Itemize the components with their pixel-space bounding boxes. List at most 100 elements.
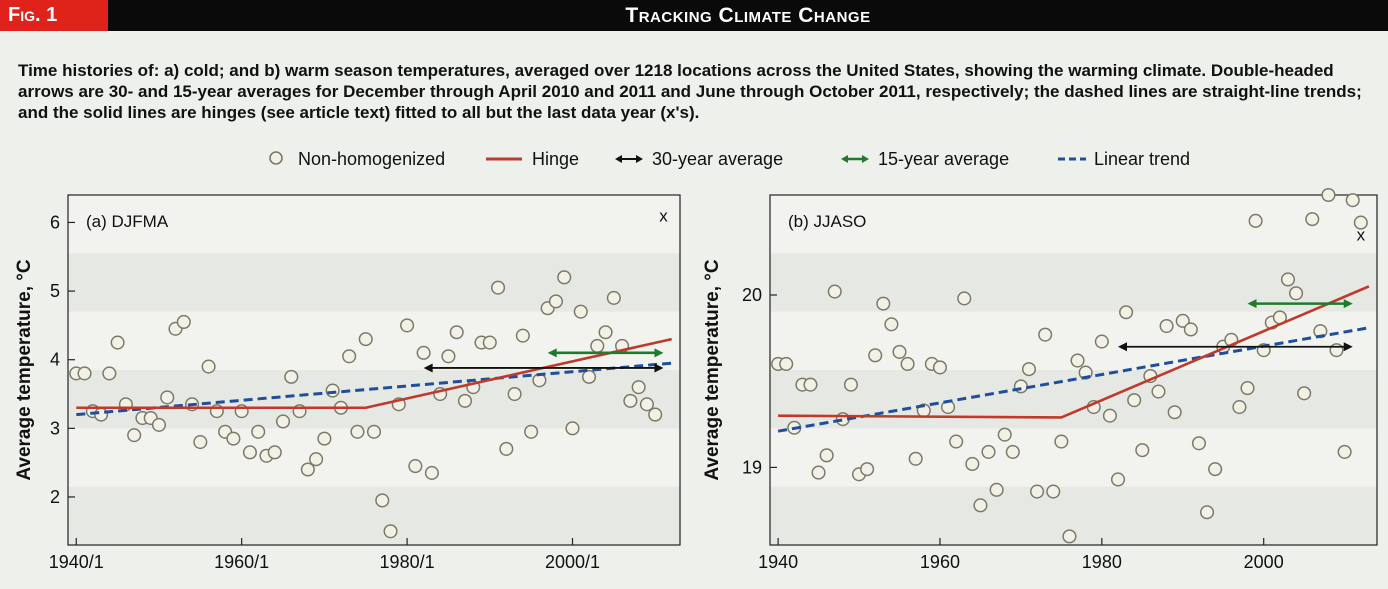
panel-b-y-axis-label: Average temperature, °C: [702, 259, 723, 481]
panel-a-data-point: [499, 441, 514, 456]
figure-caption: Time histories of: a) cold; and b) warm …: [18, 61, 1362, 122]
panel-b-data-point: [868, 348, 883, 363]
panel-b-data-point: [1183, 322, 1198, 337]
panel-b-data-point: [989, 482, 1004, 497]
panel-b-x-tick-label: 2000: [1244, 552, 1284, 572]
panel-b-data-point: [1321, 187, 1336, 203]
panel-b-x-tick-label: 1980: [1082, 552, 1122, 572]
panel-b-data-point: [1240, 381, 1255, 396]
panel-a-data-point: [457, 393, 473, 408]
legend-label: 15-year average: [878, 149, 1010, 169]
panel-a-data-point: [309, 452, 324, 467]
panel-b-data-point: [1151, 384, 1166, 399]
panel-b-data-point: [819, 448, 834, 463]
panel-b-data-point: [1110, 472, 1126, 487]
panel-b-data-point: [1329, 343, 1344, 358]
panel-a-hinge-line: [76, 337, 673, 410]
figure-title: Tracking Climate Change: [625, 4, 871, 27]
panel-b-data-point: [1119, 305, 1134, 320]
panel-b-data-point: [1127, 393, 1142, 408]
panel-a-data-point: [242, 445, 257, 460]
panel-a-y-tick-label: 2: [50, 487, 60, 507]
panel-b-data-point: [1038, 327, 1053, 342]
panel-b-data-point: [1191, 436, 1206, 451]
panel-a-data-point: [193, 435, 208, 450]
black-double-arrow-icon: [615, 155, 643, 163]
panel-a-data-point: [358, 332, 373, 347]
panel-a-data-point: [325, 383, 340, 398]
panel-a-chart: 2 3 4 5 6 1940/1 1960/1 1980/1 2000/1 Average tem…: [14, 194, 681, 572]
panel-a-y-tick-label: 3: [50, 418, 60, 438]
panel-a-data-point: [548, 294, 563, 309]
legend-label: Non-homogenized: [298, 149, 446, 169]
figure-label: Fig. 1: [0, 0, 108, 31]
panel-a-data-point: [424, 465, 439, 480]
panel-a-data-point: [102, 366, 117, 381]
panel-b-data-point: [1280, 272, 1296, 287]
panel-b-data-point: [1046, 484, 1061, 499]
panel-a-data-point: [491, 280, 506, 295]
panel-a-data-point: [317, 431, 332, 446]
panel-b-data-point: [949, 434, 964, 449]
panel-a-last-year-marker: x: [659, 207, 668, 226]
panel-a-data-point: [515, 328, 530, 343]
panel-a-data-point: [176, 314, 191, 330]
panel-b-data-point: [1102, 408, 1117, 423]
panel-a-data-point: [127, 428, 142, 443]
panel-a-data-point: [606, 290, 621, 305]
panel-a-data-point: [648, 407, 663, 422]
legend: Non-homogenized Hinge 30-year average 15…: [268, 147, 1268, 171]
panel-a-data-point: [94, 407, 109, 422]
panel-a-30-year-average-head-right: [654, 363, 664, 373]
panel-a-y-tick-label: 6: [50, 212, 60, 232]
panel-a-data-point: [110, 335, 125, 350]
panel-b-linear-trend: [777, 326, 1370, 433]
panel-a-data-point: [342, 349, 357, 364]
panel-a-data-point: [507, 386, 522, 402]
panel-b-data-point: [876, 296, 891, 311]
panel-a-30-year-average: [423, 363, 664, 373]
title-bar: [0, 0, 1388, 31]
panel-a-15-year-average: [547, 348, 664, 358]
panel-b-data-point: [1305, 212, 1320, 227]
legend-label: Hinge: [532, 149, 580, 169]
panel-a-data-point: [557, 270, 572, 285]
panel-b-data-point: [1062, 529, 1077, 544]
panel-b-data-point: [957, 291, 972, 306]
panel-a-data-point: [77, 366, 92, 381]
panel-a-data-point: [416, 345, 431, 360]
panel-a-data-point: [267, 445, 282, 460]
panel-a-y-tick-label: 5: [50, 281, 60, 301]
panel-a-panel-label: (a) DJFMA: [86, 212, 169, 231]
panel-a-y-tick-label: 4: [50, 350, 60, 370]
panel-b-data-point: [1353, 215, 1368, 230]
panel-a-x-tick-label: 1980/1: [380, 552, 435, 572]
panel-a-data-point: [573, 304, 588, 319]
panel-b-30-year-average-head-right: [1343, 342, 1353, 352]
panel-b-data-point: [997, 427, 1012, 442]
panel-b-data-point: [1167, 405, 1182, 420]
panel-b-hinge-line: [778, 285, 1370, 419]
panel-b-data-point: [1030, 484, 1045, 499]
panel-a-data-point: [524, 424, 539, 439]
panel-a-data-point: [482, 335, 497, 350]
panel-b-30-year-average-head-left: [1118, 342, 1128, 352]
panel-b-data-point: [827, 284, 842, 299]
panel-b-data-point: [1297, 386, 1312, 401]
panel-b-data-point: [1070, 353, 1085, 368]
panel-b-data-point: [779, 356, 794, 372]
panel-a-y-axis-label: Average temperature, °C: [14, 259, 35, 481]
legend-label: 30-year average: [652, 149, 784, 169]
panel-b-data-point: [1094, 334, 1109, 349]
panel-a-data-point: [400, 318, 415, 333]
panel-a-data-point: [350, 424, 365, 439]
panel-a-x-tick-label: 1940/1: [49, 552, 104, 572]
panel-b-data-point: [892, 344, 907, 359]
panel-b-frame: [769, 194, 1378, 546]
panel-b-data-point: [1337, 444, 1352, 459]
panel-a-data-point: [226, 431, 241, 446]
panel-b-data-point: [965, 456, 980, 472]
panel-a-linear-trend: [76, 361, 672, 417]
